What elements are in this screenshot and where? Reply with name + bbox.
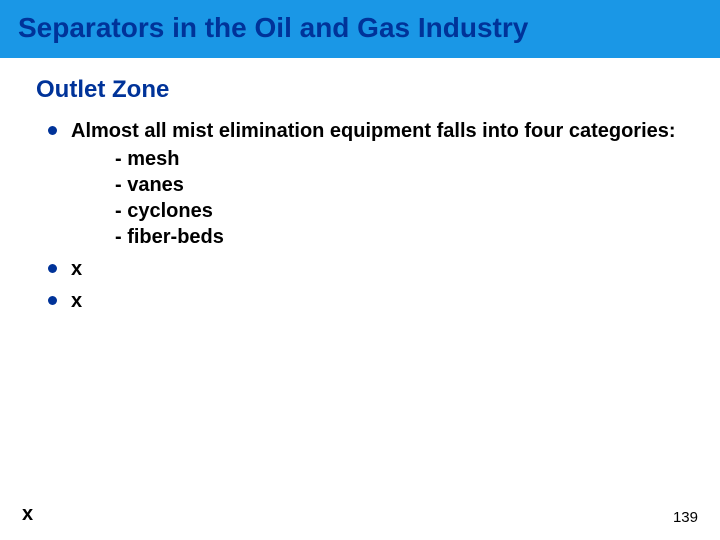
sublist-item: - fiber-beds	[115, 224, 676, 250]
bullet-content: Almost all mist elimination equipment fa…	[71, 118, 676, 250]
bullet-lead: Almost all mist elimination equipment fa…	[71, 118, 676, 144]
page-number: 139	[673, 509, 698, 526]
slide-title: Separators in the Oil and Gas Industry	[18, 12, 702, 44]
bullet-sublist: - mesh - vanes - cyclones - fiber-beds	[115, 146, 676, 250]
bullet-lead: x	[71, 256, 82, 282]
bullet-item: x	[48, 256, 690, 282]
sublist-item: - mesh	[115, 146, 676, 172]
bullet-dot-icon	[48, 126, 57, 135]
bullet-list: Almost all mist elimination equipment fa…	[48, 118, 690, 314]
slide-subtitle: Outlet Zone	[36, 76, 720, 104]
sublist-item: - vanes	[115, 172, 676, 198]
bullet-dot-icon	[48, 296, 57, 305]
footer-left-text: x	[22, 503, 33, 526]
bullet-item: x	[48, 288, 690, 314]
bullet-item: Almost all mist elimination equipment fa…	[48, 118, 690, 250]
bullet-dot-icon	[48, 264, 57, 273]
sublist-item: - cyclones	[115, 198, 676, 224]
bullet-lead: x	[71, 288, 82, 314]
title-bar: Separators in the Oil and Gas Industry	[0, 0, 720, 58]
slide: Separators in the Oil and Gas Industry O…	[0, 0, 720, 540]
